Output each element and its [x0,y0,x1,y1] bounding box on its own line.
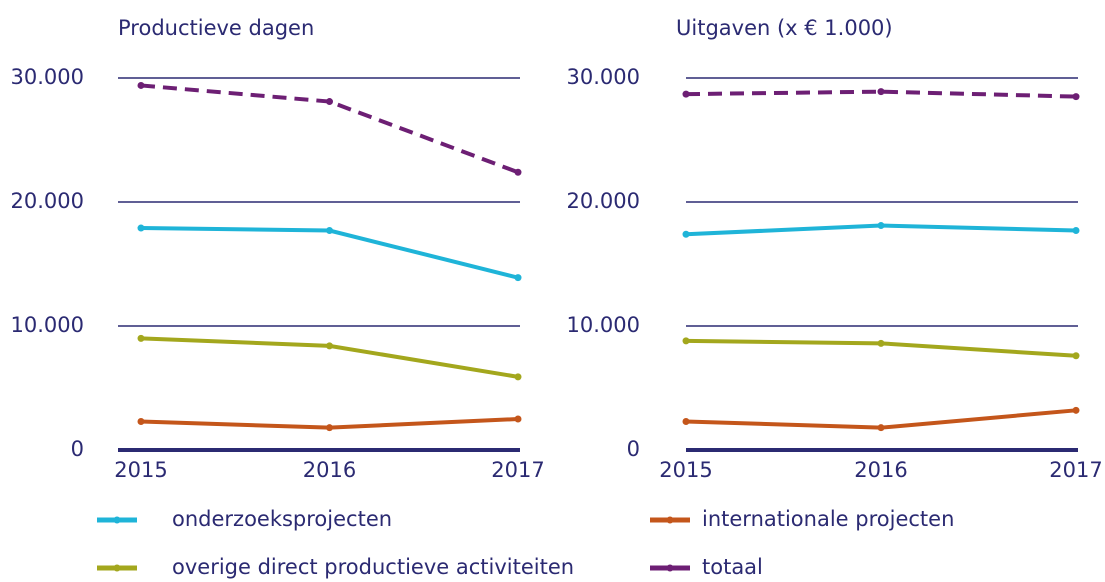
y-tick-label: 30.000 [567,65,640,89]
point [137,224,145,232]
x-tick-label: 2015 [659,458,712,482]
x-tick-label: 2017 [1049,458,1102,482]
legend-label: onderzoeksprojecten [172,507,392,531]
point [514,415,522,423]
point [514,373,522,381]
legend-label: totaal [702,555,763,579]
point [1072,406,1080,414]
point [877,88,885,96]
point [326,424,333,432]
point [514,168,522,176]
point [1072,93,1080,101]
point [877,222,885,230]
point [326,342,333,350]
point [137,81,145,89]
line [140,226,519,280]
point [682,90,690,98]
point [326,98,333,106]
point [877,424,885,432]
point [877,339,885,347]
point [1072,227,1080,235]
chart-title: Productieve dagen [118,16,314,40]
y-tick-label: 20.000 [567,189,640,213]
x-tick-label: 2016 [854,458,907,482]
x-tick-label: 2015 [114,458,167,482]
y-tick-label: 30.000 [11,65,84,89]
point [682,337,690,345]
point [682,230,690,238]
y-tick-label: 10.000 [567,313,640,337]
point [1072,352,1080,360]
chart-title: Uitgaven (x € 1.000) [676,16,893,40]
point [514,274,522,282]
point [682,417,690,425]
point [326,227,333,235]
legend-dot [113,516,121,524]
legend-dot [666,516,674,524]
point [137,334,145,342]
legend-label: internationale projecten [702,507,954,531]
legend-dot [113,564,121,572]
y-tick-label: 10.000 [11,313,84,337]
legend-dot [666,564,674,572]
y-tick-label: 0 [627,437,640,461]
legend-label: overige direct productieve activiteiten [172,555,574,579]
x-tick-label: 2017 [491,458,544,482]
x-tick-label: 2016 [303,458,356,482]
y-tick-label: 20.000 [11,189,84,213]
point [137,417,145,425]
y-tick-label: 0 [71,437,84,461]
